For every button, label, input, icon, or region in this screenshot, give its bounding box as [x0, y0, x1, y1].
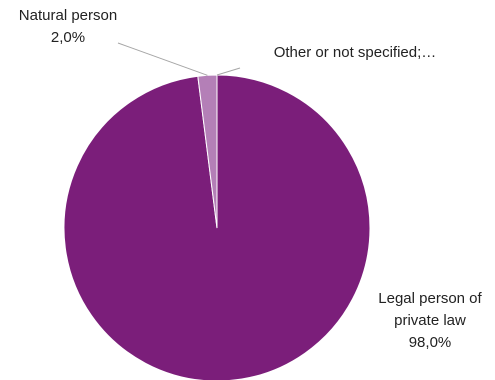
slice-label-0: Legal person of — [378, 290, 482, 307]
slice-label-0: private law — [394, 312, 466, 329]
leader-lines — [117, 42, 241, 76]
pie-slices — [63, 74, 371, 380]
slice-value-label-0: 98,0% — [409, 334, 452, 351]
slice-labels: Legal person of private law 98,0% Natural p… — [19, 7, 483, 351]
slice-value-label-1: 2,0% — [51, 29, 85, 46]
slice-label-1: Natural person — [19, 7, 117, 24]
leader-line-natural-person — [117, 42, 208, 76]
slice-label-2: Other or not specified;… — [274, 44, 437, 61]
pie-slice-0 — [63, 74, 371, 380]
leader-line-other — [216, 67, 241, 76]
